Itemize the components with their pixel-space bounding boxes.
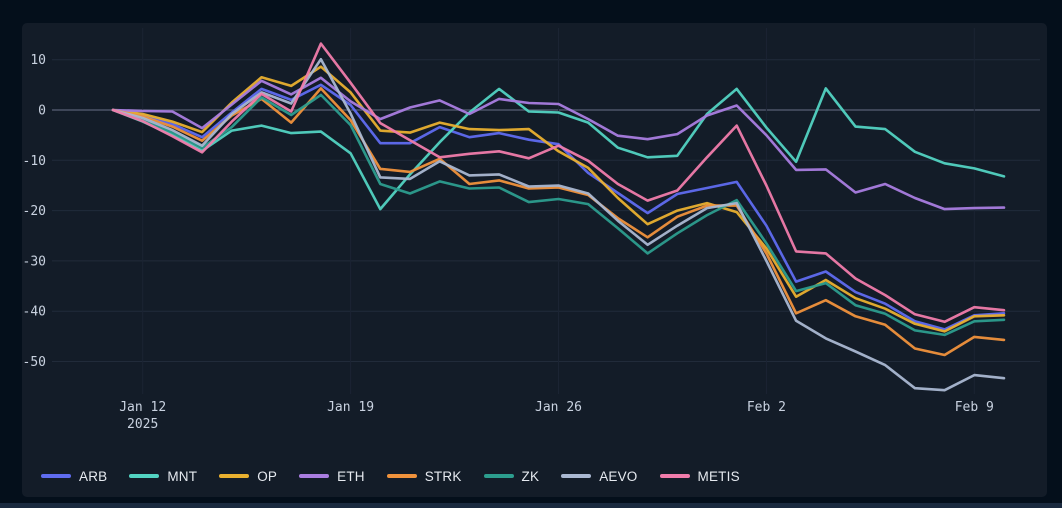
y-axis-tick-label: -10 bbox=[23, 154, 46, 169]
x-axis-tick-label: Jan 12 bbox=[119, 400, 166, 415]
legend-item-aevo[interactable]: AEVO bbox=[561, 469, 637, 484]
legend-swatch-arb bbox=[41, 474, 71, 478]
x-axis-tick-label: Jan 19 bbox=[327, 400, 374, 415]
x-axis-tick-label: Feb 9 bbox=[955, 400, 994, 415]
legend-swatch-metis bbox=[659, 474, 690, 478]
y-axis-tick-label: -50 bbox=[23, 355, 46, 370]
legend-swatch-op bbox=[219, 474, 250, 478]
y-axis-tick-label: -40 bbox=[23, 305, 46, 320]
legend-item-metis[interactable]: METIS bbox=[659, 468, 740, 484]
legend-swatch-aevo bbox=[561, 474, 592, 478]
legend-swatch-zk bbox=[483, 474, 514, 478]
legend-label: METIS bbox=[697, 468, 740, 484]
legend-item-op[interactable]: OP bbox=[219, 469, 277, 484]
series-line-mnt bbox=[111, 87, 1006, 211]
legend-label: ARB bbox=[79, 468, 108, 484]
y-axis-tick-label: 0 bbox=[38, 104, 46, 119]
legend-label: STRK bbox=[424, 468, 462, 484]
legend-label: ETH bbox=[337, 468, 365, 484]
y-axis-tick-label: 10 bbox=[30, 53, 46, 68]
legend-label: OP bbox=[257, 468, 278, 484]
chart-legend: ARB MNT OP ETH STRK ZK AEVO METIS bbox=[41, 466, 740, 486]
bottom-edge-bar bbox=[0, 503, 1062, 508]
x-axis-tick-label: Jan 26 bbox=[535, 400, 582, 415]
x-axis-year-label: 2025 bbox=[127, 417, 158, 432]
series-line-op bbox=[111, 65, 1006, 333]
legend-label: MNT bbox=[167, 468, 198, 484]
legend-item-arb[interactable]: ARB bbox=[41, 469, 107, 484]
series-line-metis bbox=[111, 42, 1006, 324]
legend-swatch-strk bbox=[386, 474, 417, 478]
legend-label: AEVO bbox=[599, 468, 638, 484]
plot-area[interactable] bbox=[52, 28, 1040, 394]
series-line-eth bbox=[111, 76, 1006, 211]
legend-label: ZK bbox=[521, 468, 540, 484]
legend-swatch-mnt bbox=[129, 474, 160, 478]
legend-item-zk[interactable]: ZK bbox=[483, 468, 540, 484]
legend-item-eth[interactable]: ETH bbox=[299, 469, 365, 484]
legend-item-mnt[interactable]: MNT bbox=[129, 469, 197, 484]
legend-item-strk[interactable]: STRK bbox=[386, 468, 462, 484]
series-line-arb bbox=[111, 83, 1006, 331]
x-axis-tick-label: Feb 2 bbox=[747, 400, 786, 415]
series-line-zk bbox=[111, 93, 1006, 337]
series-line-aevo bbox=[111, 57, 1006, 392]
y-axis-tick-label: -30 bbox=[23, 254, 46, 269]
y-axis-tick-label: -20 bbox=[23, 204, 46, 219]
legend-swatch-eth bbox=[299, 474, 330, 478]
